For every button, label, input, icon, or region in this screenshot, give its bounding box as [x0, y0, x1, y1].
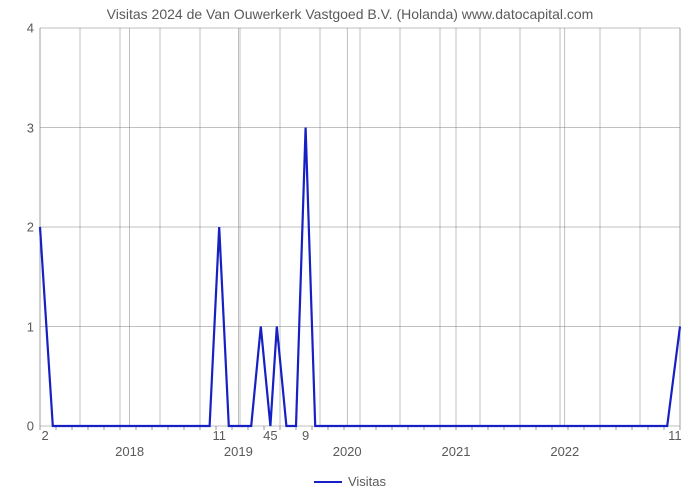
plot-svg	[40, 28, 680, 432]
peak-label: 2	[41, 428, 48, 443]
legend-swatch	[314, 481, 342, 483]
x-year-label: 2020	[333, 444, 362, 459]
legend-label: Visitas	[348, 474, 386, 489]
peak-label: 11	[212, 428, 226, 443]
x-year-label: 2019	[224, 444, 253, 459]
chart-container: Visitas 2024 de Van Ouwerkerk Vastgoed B…	[0, 0, 700, 500]
peak-label: 45	[263, 428, 277, 443]
x-year-label: 2021	[442, 444, 471, 459]
y-tick-label: 4	[27, 21, 34, 36]
chart-title: Visitas 2024 de Van Ouwerkerk Vastgoed B…	[0, 6, 700, 22]
peak-label: 11	[668, 428, 682, 443]
plot-area: 012342018201920202021202221145911	[40, 28, 680, 426]
y-tick-label: 2	[27, 220, 34, 235]
y-tick-label: 3	[27, 120, 34, 135]
peak-label: 9	[302, 428, 309, 443]
legend: Visitas	[314, 474, 386, 489]
x-year-label: 2018	[115, 444, 144, 459]
y-tick-label: 1	[27, 319, 34, 334]
x-year-label: 2022	[550, 444, 579, 459]
y-tick-label: 0	[27, 419, 34, 434]
